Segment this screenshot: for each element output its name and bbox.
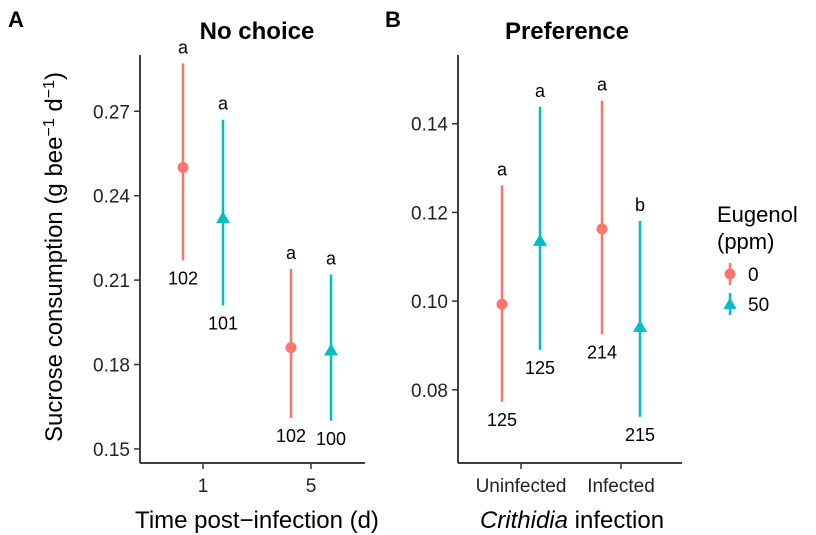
- legend-0-symbol: [724, 268, 736, 280]
- panel-b-title: Preference: [505, 18, 629, 45]
- panel-a-y-tick-label: 0.15: [93, 440, 130, 461]
- panel-tag-b: B: [385, 7, 401, 32]
- panel-a-eugenol-0-sample-size: 102: [168, 268, 198, 288]
- legend-50-symbol: [723, 297, 737, 309]
- panel-b-y-tick-label: 0.10: [411, 292, 448, 313]
- panel-b-eugenol-50-point: [633, 319, 647, 332]
- panel-a-eugenol-50-point: [324, 343, 338, 356]
- panel-a-y-tick-label: 0.21: [93, 271, 130, 292]
- panel-b-eugenol-50-letter: b: [635, 195, 645, 215]
- y-axis-title: Sucrose consumption (g bee−1 d−1): [41, 72, 69, 442]
- y-axis-title-mid: d: [41, 98, 68, 118]
- panel-b-eugenol-0-point: [596, 223, 608, 235]
- panel-b-y-tick-label: 0.14: [411, 115, 448, 136]
- panel-b-x-tick-label: Infected: [587, 476, 655, 497]
- panel-a-eugenol-0-sample-size: 102: [276, 426, 306, 446]
- panel-b-eugenol-0-letter: a: [497, 159, 508, 179]
- panel-b-eugenol-0-point: [496, 298, 508, 310]
- panel-a-eugenol-0-letter: a: [286, 243, 297, 263]
- panel-b-x-axis-title: Crithidia infection: [480, 507, 664, 534]
- panel-a-y-tick-label: 0.18: [93, 356, 130, 377]
- y-axis-title-end: ): [41, 72, 68, 80]
- legend-0-label: 0: [748, 265, 759, 286]
- panel-tag-a: A: [8, 7, 24, 32]
- panel-b-eugenol-0-sample-size: 214: [587, 342, 617, 362]
- panel-b-eugenol-0-letter: a: [597, 75, 608, 95]
- y-axis-title-text: Sucrose consumption (g bee: [41, 137, 68, 443]
- panel-b-eugenol-50-sample-size: 125: [525, 358, 555, 378]
- panel-a-eugenol-50-letter: a: [218, 94, 229, 114]
- panel-b-y-tick-label: 0.08: [411, 381, 448, 402]
- panel-a-eugenol-50-sample-size: 101: [208, 313, 238, 333]
- panel-a-plot: 0.15 0.18 0.21 0.24 0.27 1 5 a 102 a 102 a 101 a 100: [93, 37, 365, 497]
- legend-50-label: 50: [748, 295, 769, 316]
- panel-b-eugenol-0-sample-size: 125: [487, 410, 517, 430]
- panel-a-x-axis-title: Time post−infection (d): [135, 507, 379, 534]
- panel-a-eugenol-0-point: [177, 162, 189, 174]
- panel-a-eugenol-50-point: [216, 211, 230, 224]
- legend-title-line1: Eugenol: [717, 202, 798, 227]
- panel-a-eugenol-0-letter: a: [178, 37, 189, 57]
- y-axis-title-sup1: −1: [41, 118, 58, 136]
- panel-a-y-tick-label: 0.24: [93, 187, 130, 208]
- panel-b-x-tick-label: Uninfected: [476, 476, 567, 497]
- legend-title-line2: (ppm): [717, 229, 774, 254]
- panel-a-eugenol-50-sample-size: 100: [316, 429, 346, 449]
- panel-b-y-tick-label: 0.12: [411, 203, 448, 224]
- y-axis-title-sup2: −1: [41, 80, 58, 98]
- legend: Eugenol (ppm) 0 50: [717, 202, 798, 316]
- panel-b-eugenol-50-sample-size: 215: [625, 425, 655, 445]
- panel-b-eugenol-50-letter: a: [535, 81, 546, 101]
- panel-a-eugenol-0-point: [285, 342, 297, 354]
- panel-b-eugenol-50-point: [533, 233, 547, 246]
- panel-a-eugenol-50-letter: a: [326, 248, 337, 268]
- panel-a-y-tick-label: 0.27: [93, 102, 130, 123]
- panel-a-title: No choice: [200, 18, 315, 45]
- panel-b-x-axis-title-italic: Crithidia: [480, 507, 568, 534]
- panel-a-x-tick-label: 1: [198, 476, 209, 497]
- panel-b-plot: 0.08 0.10 0.12 0.14 Uninfected Infected a 125 a 2…: [411, 55, 682, 497]
- panel-b-x-axis-title-rest: infection: [568, 507, 664, 534]
- panel-a-x-tick-label: 5: [306, 476, 317, 497]
